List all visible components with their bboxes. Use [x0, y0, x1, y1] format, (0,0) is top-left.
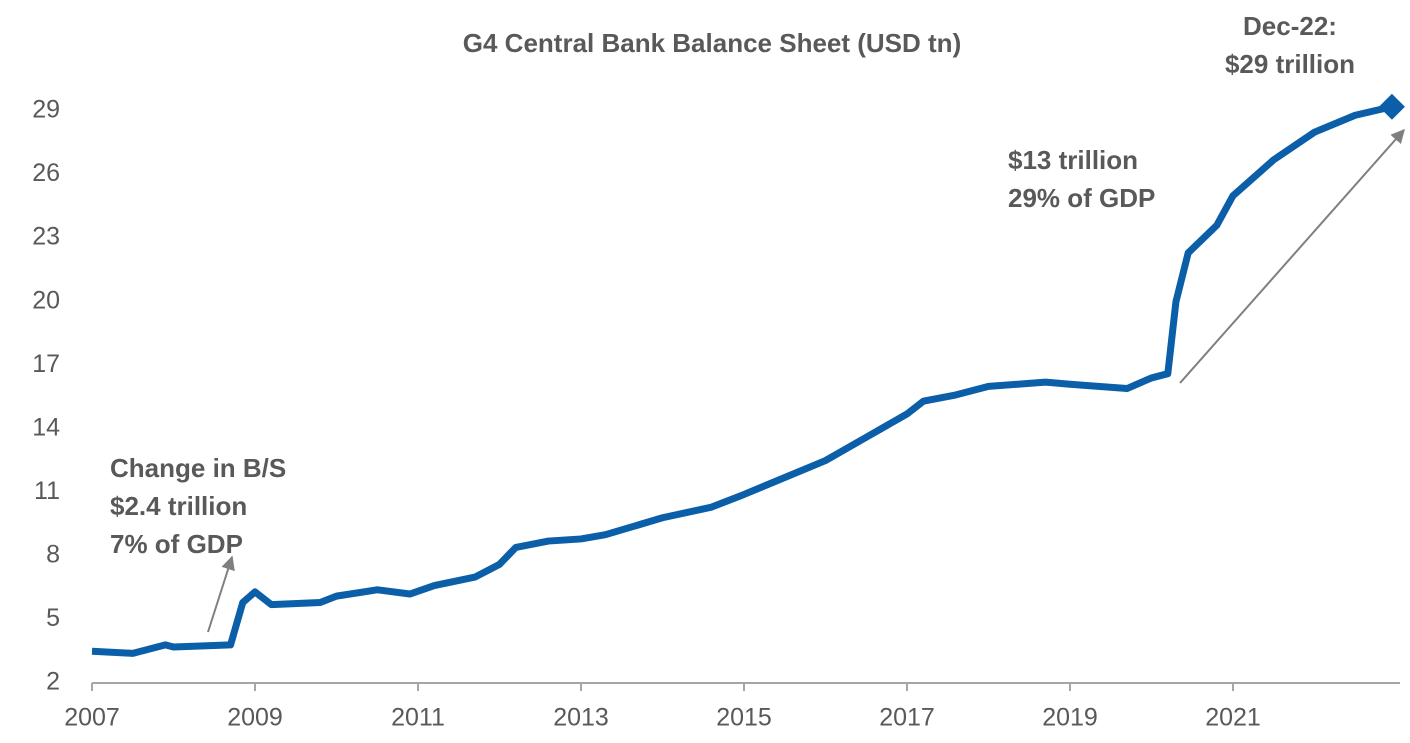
annotation: Change in B/S: [110, 453, 286, 483]
annotation: $29 trillion: [1225, 49, 1355, 79]
x-tick-label: 2011: [391, 704, 445, 732]
y-tick-label: 29: [32, 96, 60, 124]
annotation: Dec-22:: [1243, 11, 1337, 41]
x-tick-label: 2009: [227, 704, 283, 732]
y-tick-label: 11: [34, 477, 60, 505]
y-tick-label: 2: [46, 668, 60, 696]
y-tick-label: 17: [32, 350, 60, 378]
y-tick-label: 23: [32, 223, 60, 251]
y-tick-label: 5: [46, 604, 60, 632]
x-tick-label: 2013: [553, 704, 609, 732]
x-tick-label: 2015: [716, 704, 772, 732]
annotation: $13 trillion: [1008, 145, 1138, 175]
x-tick-label: 2021: [1205, 704, 1261, 732]
annotation: $2.4 trillion: [110, 491, 247, 521]
annotation: 29% of GDP: [1008, 183, 1155, 213]
annotation: 7% of GDP: [110, 529, 243, 559]
y-tick-label: 8: [46, 540, 60, 568]
y-tick-label: 20: [32, 286, 60, 314]
arrow: [207, 555, 235, 633]
x-tick-label: 2017: [879, 704, 935, 732]
x-tick-label: 2019: [1042, 704, 1098, 732]
x-tick-label: 2007: [64, 704, 120, 732]
arrow: [1179, 128, 1405, 384]
chart-title: G4 Central Bank Balance Sheet (USD tn): [463, 28, 961, 58]
end-marker: [1378, 93, 1405, 120]
data-line: [91, 103, 1393, 657]
y-tick-label: 14: [32, 413, 60, 441]
y-tick-label: 26: [32, 159, 60, 187]
